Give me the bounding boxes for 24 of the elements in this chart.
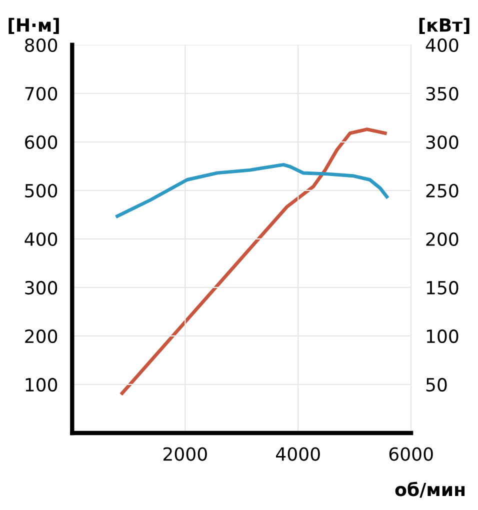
- y-tick-label: 600: [25, 135, 58, 150]
- line-series: [120, 128, 387, 395]
- y2-tick-label: 350: [426, 86, 458, 101]
- y-tick-label: 800: [25, 38, 58, 52]
- y2-tick-label: 250: [426, 184, 458, 198]
- x-axis-title: об/мин: [395, 482, 465, 498]
- y-tick-label: 700: [25, 86, 58, 101]
- y-tick-label: 200: [25, 329, 58, 344]
- line-series: [116, 162, 389, 218]
- y2-tick-label: 150: [426, 280, 458, 295]
- y-tick-label: 300: [25, 280, 58, 295]
- x-tick-label: 2000: [163, 447, 207, 461]
- y2-tick-label: 100: [426, 329, 458, 344]
- y-tick-label: 500: [25, 184, 58, 198]
- y-axis-title: [Н·м]: [8, 18, 59, 34]
- y2-tick-label: 400: [426, 38, 458, 52]
- y-tick-label: 100: [26, 378, 58, 392]
- x-tick-label: 6000: [389, 447, 433, 461]
- y2-axis-title: [кВт]: [419, 18, 470, 34]
- y2-tick-label: 50: [426, 378, 447, 392]
- y2-tick-label: 300: [426, 135, 458, 150]
- x-tick-label: 4000: [276, 447, 320, 461]
- y-tick-label: 400: [24, 232, 58, 246]
- y2-tick-label: 200: [426, 232, 458, 246]
